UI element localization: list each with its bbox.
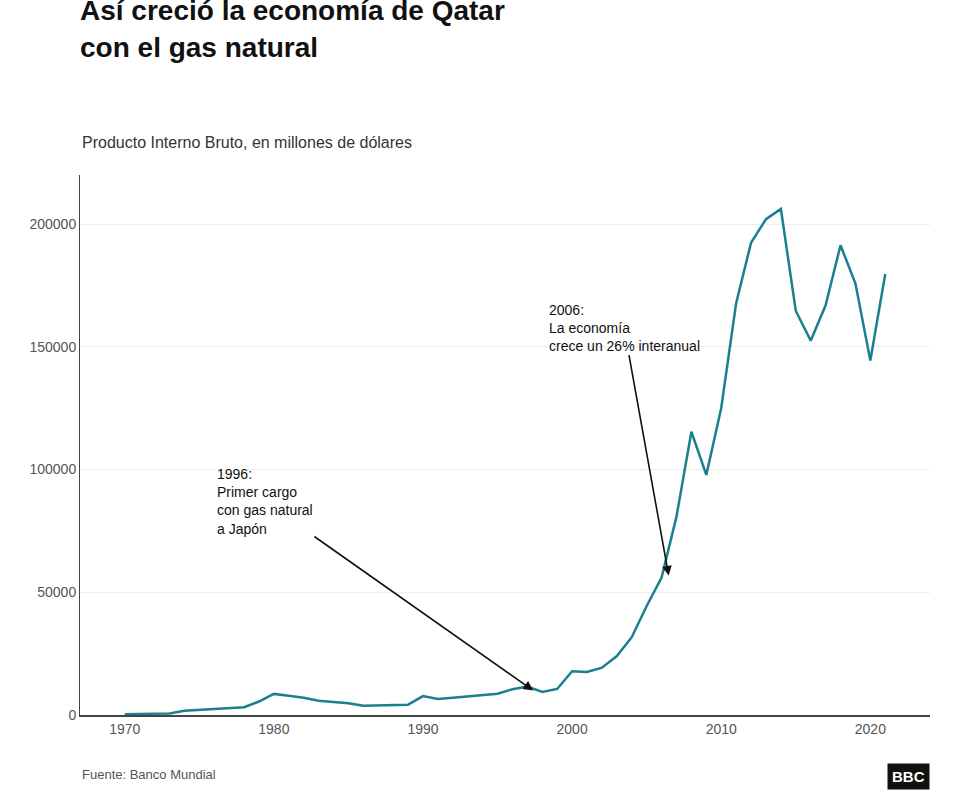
svg-text:Producto Interno Bruto, en mil: Producto Interno Bruto, en millones de d… — [82, 134, 412, 151]
svg-text:2000: 2000 — [557, 721, 588, 737]
svg-text:Así creció la economía de Qata: Así creció la economía de Qatarcon el ga… — [80, 0, 505, 63]
svg-text:200000: 200000 — [29, 216, 76, 232]
svg-text:2006:La economíacrece un 26% i: 2006:La economíacrece un 26% interanual — [549, 302, 700, 354]
svg-text:0: 0 — [68, 707, 76, 723]
svg-text:50000: 50000 — [37, 584, 76, 600]
svg-text:1970: 1970 — [109, 721, 140, 737]
svg-text:2010: 2010 — [706, 721, 737, 737]
svg-text:1980: 1980 — [258, 721, 289, 737]
svg-text:1996:Primer cargocon gas natur: 1996:Primer cargocon gas naturala Japón — [217, 466, 313, 537]
svg-text:2020: 2020 — [855, 721, 886, 737]
svg-text:100000: 100000 — [29, 461, 76, 477]
svg-text:BBC: BBC — [892, 768, 925, 785]
svg-text:1990: 1990 — [407, 721, 438, 737]
svg-text:150000: 150000 — [29, 339, 76, 355]
svg-text:Fuente: Banco Mundial: Fuente: Banco Mundial — [82, 767, 216, 782]
